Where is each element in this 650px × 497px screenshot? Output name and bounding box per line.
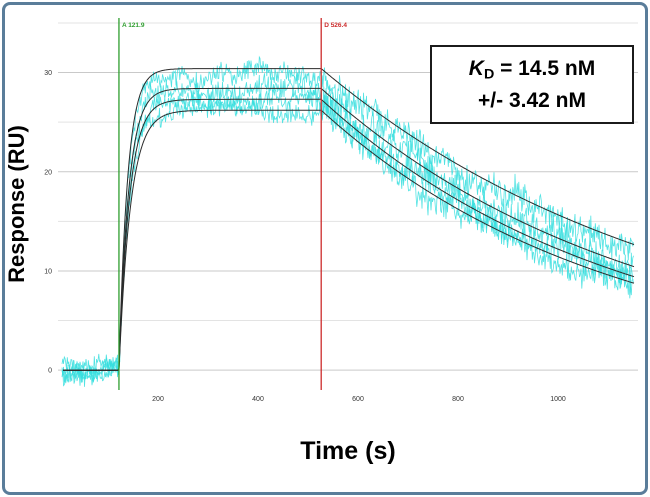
kd-subscript: D [483,66,495,83]
x-axis-label: Time (s) [300,437,395,465]
kd-annotation-box: KD = 14.5 nM +/- 3.42 nM [430,45,634,124]
x-tick-label: 200 [152,396,164,403]
fit-4-curve [63,109,635,371]
kd-error-line: +/- 3.42 nM [478,88,586,112]
fit-1-curve [63,68,635,371]
y-axis-label: Response (RU) [4,125,29,283]
dissociation-marker-label: D 526.4 [324,22,347,29]
noisy-trace-3 [61,88,634,386]
kd-value-line: KD = 14.5 nM [436,54,628,86]
y-tick-label: 10 [44,268,52,275]
x-tick-label: 1000 [550,396,566,403]
y-tick-label: 30 [44,70,52,77]
x-tick-label: 800 [452,396,464,403]
association-marker-label: A 121.9 [122,22,145,29]
noisy-trace-4 [61,95,634,378]
x-tick-label: 600 [352,396,364,403]
y-tick-label: 0 [48,368,52,375]
event-markers [118,18,322,390]
fit-2-curve [63,87,635,371]
fit-3-curve [63,98,635,371]
plot-area [61,55,635,387]
kd-symbol: K [468,57,484,80]
kd-value: = 14.5 nM [494,57,596,80]
y-tick-label: 20 [44,169,52,176]
x-tick-label: 400 [252,396,264,403]
